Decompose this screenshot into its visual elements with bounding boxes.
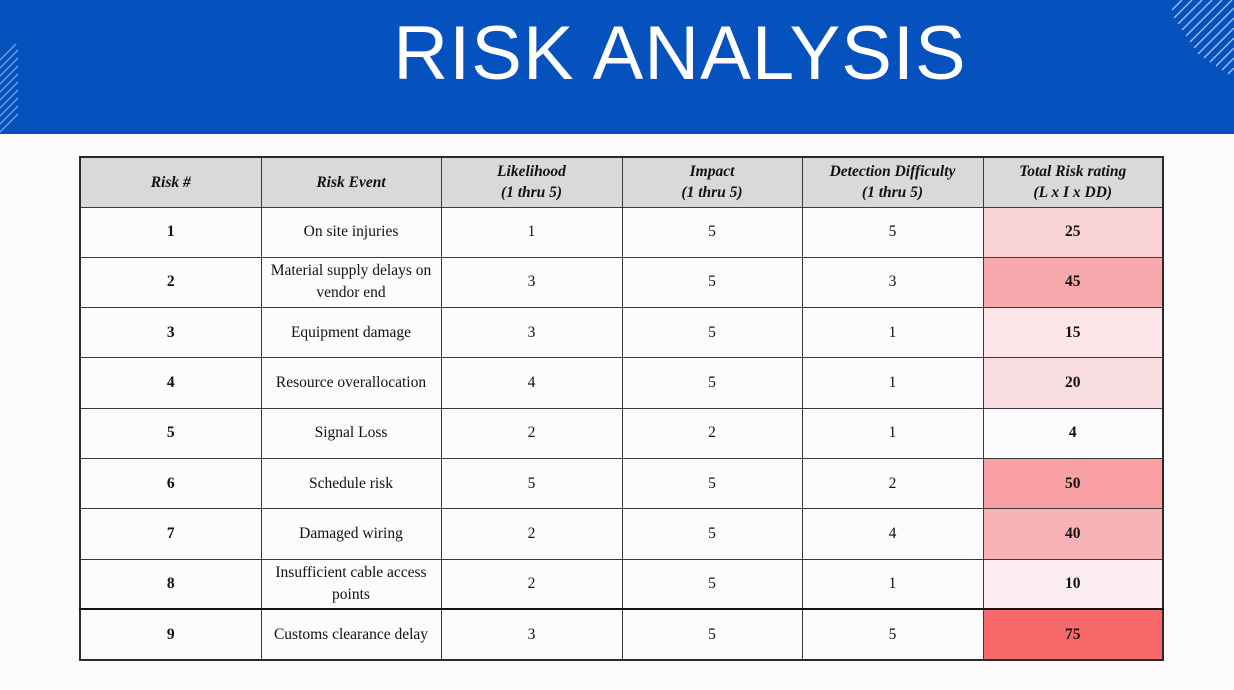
risk-number-cell: 4 [79, 357, 262, 409]
risk-event-cell: Customs clearance delay [260, 608, 442, 661]
hatch-decoration-left [0, 44, 18, 133]
table-row: 3 Equipment damage 3 5 1 15 [79, 307, 1164, 359]
risk-number-cell: 8 [79, 558, 262, 610]
page-title: RISK ANALYSIS [393, 11, 967, 96]
total-risk-rating-cell: 75 [982, 608, 1164, 661]
total-risk-rating-cell: 25 [982, 206, 1164, 258]
table-row: 2 Material supply delays on vendor end 3 5 3… [79, 256, 1164, 309]
column-header: Total Risk rating (L x I x DD) [982, 156, 1164, 208]
column-header-scale: (1 thru 5) [681, 184, 743, 202]
column-header: Risk # [79, 156, 262, 208]
impact-cell: 5 [621, 307, 803, 359]
table-row: 8 Insufficient cable access points 2 5 1 10 [79, 558, 1164, 610]
likelihood-cell: 3 [440, 256, 623, 309]
risk-number-cell: 1 [79, 206, 262, 258]
column-header: Likelihood (1 thru 5) [440, 156, 623, 208]
detection-difficulty-cell: 4 [801, 508, 984, 560]
table-row: 6 Schedule risk 5 5 2 50 [79, 457, 1164, 510]
column-header-label: Likelihood [497, 163, 566, 181]
risk-number-cell: 2 [79, 256, 262, 309]
total-risk-rating-cell: 10 [982, 558, 1164, 610]
impact-cell: 5 [621, 608, 803, 661]
risk-event-cell: Schedule risk [260, 457, 442, 510]
detection-difficulty-cell: 1 [801, 558, 984, 610]
impact-cell: 5 [621, 558, 803, 610]
impact-cell: 5 [621, 206, 803, 258]
risk-event-cell: Material supply delays on vendor end [260, 256, 442, 309]
table-header: Risk # Risk Event Likelihood (1 thru 5) Impa… [79, 156, 1164, 208]
table-row: 1 On site injuries 1 5 5 25 [79, 206, 1164, 258]
risk-number-cell: 3 [79, 307, 262, 359]
total-risk-rating-cell: 50 [982, 457, 1164, 510]
total-risk-rating-cell: 45 [982, 256, 1164, 309]
likelihood-cell: 1 [440, 206, 623, 258]
risk-event-cell: Damaged wiring [260, 508, 442, 560]
impact-cell: 5 [621, 457, 803, 510]
column-header: Impact (1 thru 5) [621, 156, 803, 208]
column-header-scale: (1 thru 5) [500, 184, 563, 202]
detection-difficulty-cell: 5 [801, 608, 984, 661]
detection-difficulty-cell: 2 [801, 457, 984, 510]
total-risk-rating-cell: 4 [982, 407, 1164, 459]
total-risk-rating-cell: 20 [982, 357, 1164, 409]
total-risk-rating-cell: 15 [982, 307, 1164, 359]
detection-difficulty-cell: 1 [801, 307, 984, 359]
column-header-label: Detection Difficulty [829, 163, 956, 181]
likelihood-cell: 2 [440, 558, 623, 610]
risk-number-cell: 5 [79, 407, 262, 459]
impact-cell: 5 [621, 256, 803, 309]
column-header-scale: (L x I x DD) [1033, 184, 1113, 202]
table-row: 7 Damaged wiring 2 5 4 40 [79, 508, 1164, 560]
risk-event-cell: Equipment damage [260, 307, 442, 359]
likelihood-cell: 5 [440, 457, 623, 510]
total-risk-rating-cell: 40 [982, 508, 1164, 560]
column-header-label: Risk # [150, 173, 191, 191]
column-header-scale: (1 thru 5) [861, 184, 924, 202]
table-row: 5 Signal Loss 2 2 1 4 [79, 407, 1164, 459]
impact-cell: 2 [621, 407, 803, 459]
likelihood-cell: 3 [440, 307, 623, 359]
column-header: Risk Event [260, 156, 442, 208]
likelihood-cell: 2 [440, 407, 623, 459]
risk-event-cell: Resource overallocation [260, 357, 442, 409]
detection-difficulty-cell: 1 [801, 357, 984, 409]
likelihood-cell: 2 [440, 508, 623, 560]
risk-table: Risk # Risk Event Likelihood (1 thru 5) Impa… [79, 156, 1164, 661]
impact-cell: 5 [621, 508, 803, 560]
table-row: 9 Customs clearance delay 3 5 5 75 [79, 608, 1164, 661]
column-header-label: Impact [689, 163, 735, 181]
risk-event-cell: Signal Loss [260, 407, 442, 459]
risk-number-cell: 6 [79, 457, 262, 510]
likelihood-cell: 3 [440, 608, 623, 661]
risk-event-cell: On site injuries [260, 206, 442, 258]
likelihood-cell: 4 [440, 357, 623, 409]
risk-number-cell: 7 [79, 508, 262, 560]
detection-difficulty-cell: 1 [801, 407, 984, 459]
impact-cell: 5 [621, 357, 803, 409]
hatch-decoration-right [1172, 0, 1234, 75]
table-body: 1 On site injuries 1 5 5 25 2 Material supply d… [79, 206, 1164, 661]
table-row: 4 Resource overallocation 4 5 1 20 [79, 357, 1164, 409]
detection-difficulty-cell: 5 [801, 206, 984, 258]
title-banner: RISK ANALYSIS [0, 0, 1234, 134]
detection-difficulty-cell: 3 [801, 256, 984, 309]
risk-number-cell: 9 [79, 608, 262, 661]
column-header-label: Total Risk rating [1019, 163, 1127, 181]
risk-event-cell: Insufficient cable access points [260, 558, 442, 610]
column-header: Detection Difficulty (1 thru 5) [801, 156, 984, 208]
column-header-label: Risk Event [316, 173, 386, 191]
